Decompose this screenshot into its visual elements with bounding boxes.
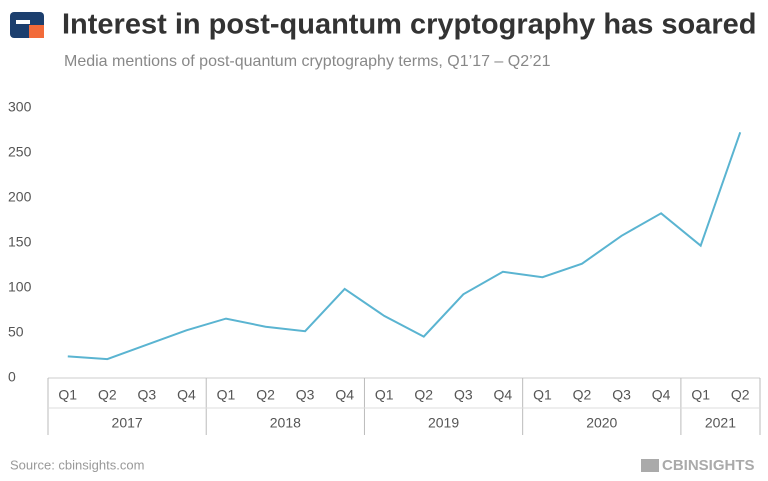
- logo-icon: [29, 25, 44, 38]
- logo: [10, 12, 44, 38]
- x-tick-label: Q4: [335, 387, 354, 403]
- y-tick-label: 250: [8, 144, 32, 160]
- y-tick-label: 200: [8, 189, 32, 205]
- y-tick-label: 300: [8, 99, 32, 115]
- x-tick-label: Q1: [375, 387, 394, 403]
- x-tick-label: Q2: [573, 387, 592, 403]
- x-tick-label: Q2: [256, 387, 275, 403]
- x-tick-label: Q2: [98, 387, 117, 403]
- x-tick-label: Q1: [58, 387, 77, 403]
- brand-icon: [641, 459, 659, 472]
- brand: CBINSIGHTS: [662, 457, 755, 474]
- x-tick-label: Q2: [414, 387, 433, 403]
- y-tick-label: 100: [8, 279, 32, 295]
- x-tick-label: Q4: [494, 387, 513, 403]
- source: Source: cbinsights.com: [10, 457, 144, 472]
- x-tick-label: Q2: [731, 387, 750, 403]
- group-label: 2019: [428, 415, 459, 431]
- x-tick-label: Q3: [612, 387, 631, 403]
- x-tick-label: Q4: [652, 387, 671, 403]
- x-tick-label: Q1: [217, 387, 236, 403]
- y-tick-label: 50: [8, 324, 24, 340]
- x-tick-label: Q4: [177, 387, 196, 403]
- group-label: 2021: [705, 415, 736, 431]
- group-label: 2020: [586, 415, 617, 431]
- x-tick-label: Q3: [138, 387, 157, 403]
- group-label: 2018: [270, 415, 301, 431]
- logo-icon: [16, 20, 30, 24]
- chart-subtitle: Media mentions of post-quantum cryptogra…: [64, 53, 551, 70]
- y-tick-label: 0: [8, 369, 16, 385]
- x-tick-label: Q1: [691, 387, 710, 403]
- x-tick-label: Q1: [533, 387, 552, 403]
- x-tick-label: Q3: [454, 387, 473, 403]
- chart-title: Interest in post-quantum cryptography ha…: [62, 9, 757, 41]
- group-label: 2017: [112, 415, 143, 431]
- data-line: [67, 131, 742, 361]
- y-tick-label: 150: [8, 234, 32, 250]
- x-tick-label: Q3: [296, 387, 315, 403]
